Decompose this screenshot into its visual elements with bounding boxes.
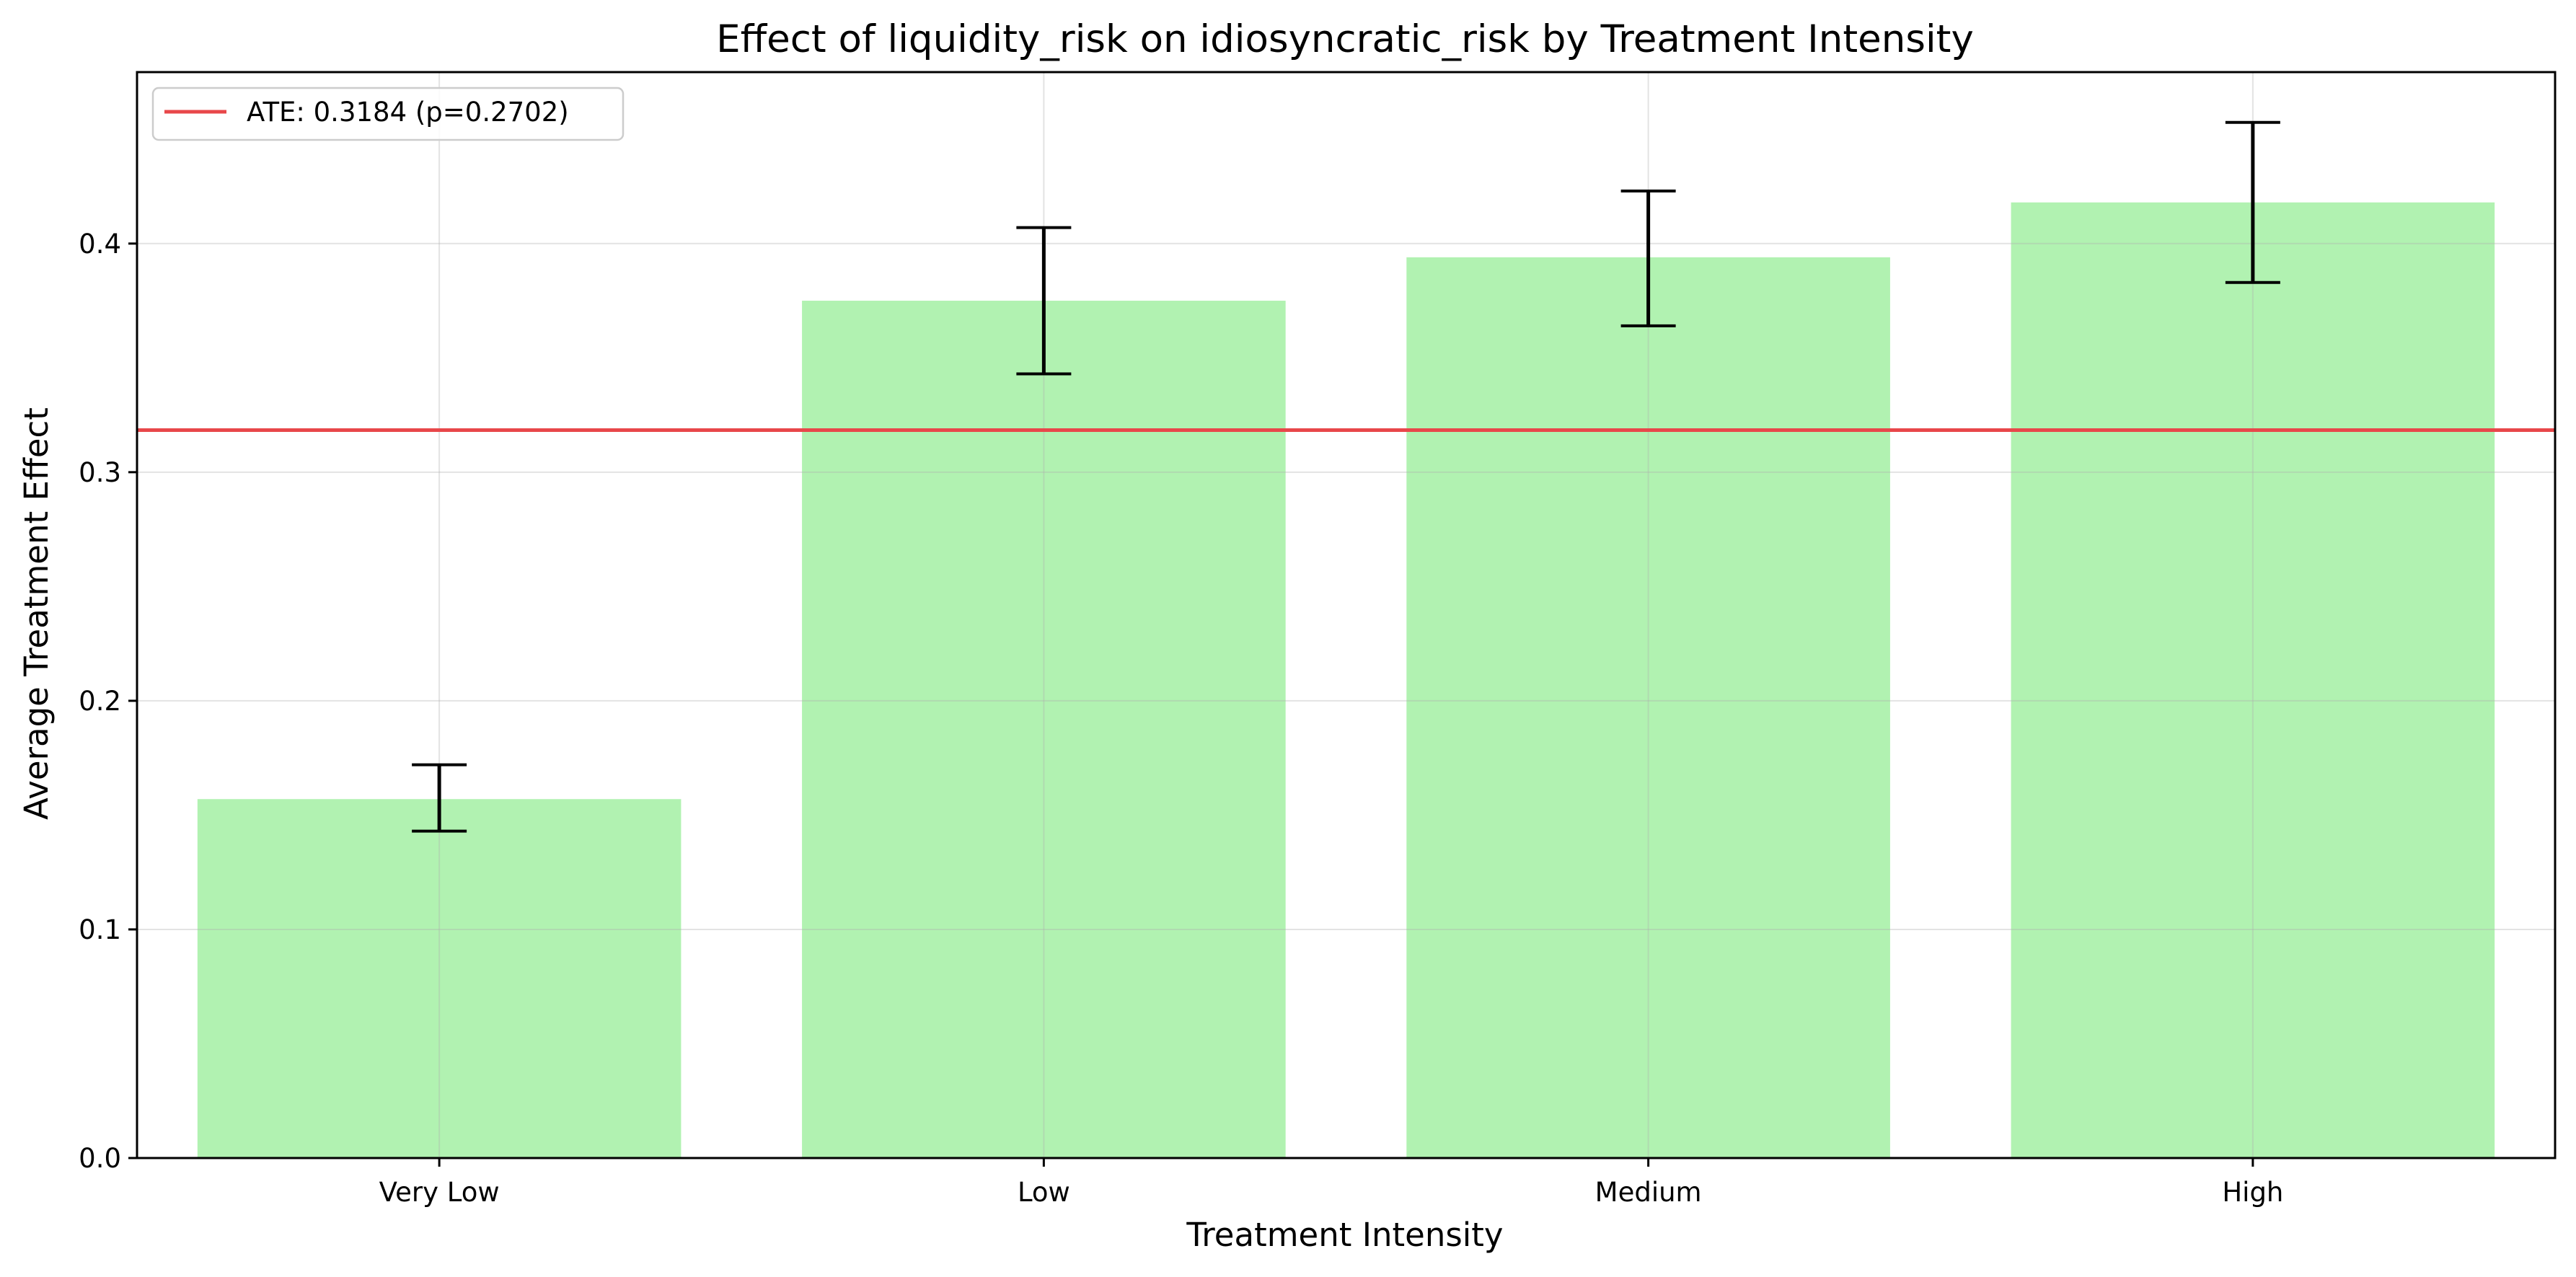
legend-box <box>151 87 625 141</box>
y-tick-label-3: 0.3 <box>79 457 121 488</box>
y-tick-label-2: 0.2 <box>79 686 121 717</box>
x-tick-label-3: High <box>2222 1177 2283 1208</box>
x-axis-label: Treatment Intensity <box>1186 1216 1503 1254</box>
legend-label: ATE: 0.3184 (p=0.2702) <box>247 97 569 128</box>
x-tick-label-0: Very Low <box>379 1177 500 1208</box>
legend: ATE: 0.3184 (p=0.2702) <box>151 87 625 141</box>
plot-frame <box>136 71 2557 1159</box>
y-tick-label-0: 0.0 <box>79 1143 121 1174</box>
bar-3 <box>2011 202 2495 1159</box>
bar-1 <box>802 301 1286 1159</box>
x-tick-label-2: Medium <box>1595 1177 1702 1208</box>
x-tick-label-1: Low <box>1018 1177 1070 1208</box>
y-axis-label: Average Treatment Effect <box>17 407 56 820</box>
bar-0 <box>197 799 682 1158</box>
y-tick-label-1: 0.1 <box>79 914 121 945</box>
y-tick-label-4: 0.4 <box>79 229 121 260</box>
bar-2 <box>1406 257 1890 1158</box>
chart-title: Effect of liquidity_risk on idiosyncrati… <box>716 17 1974 61</box>
